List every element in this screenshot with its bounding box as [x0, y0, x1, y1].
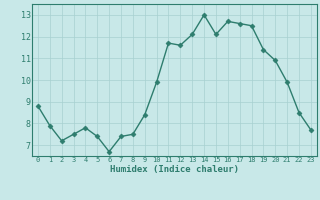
X-axis label: Humidex (Indice chaleur): Humidex (Indice chaleur): [110, 165, 239, 174]
